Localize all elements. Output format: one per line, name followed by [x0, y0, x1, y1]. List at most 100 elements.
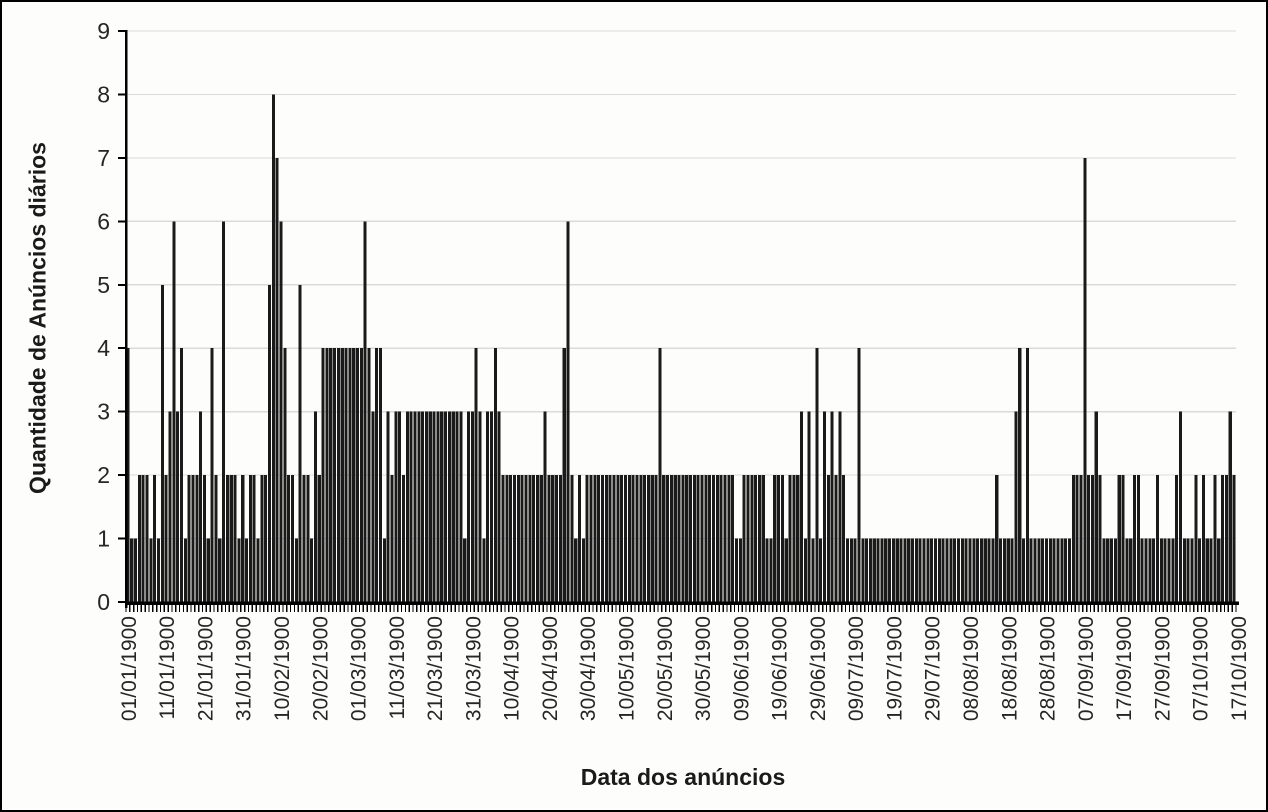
x-tick-label: 09/06/1900 [730, 616, 753, 721]
y-tick-labels: 0 1 2 3 4 5 6 7 8 9 [97, 18, 110, 615]
bar [271, 94, 275, 602]
bar [252, 475, 256, 602]
bar [1186, 538, 1190, 602]
bar [761, 475, 765, 602]
bar [1178, 411, 1183, 602]
bar [260, 475, 264, 602]
bar [1133, 475, 1137, 602]
bar [528, 475, 532, 602]
bar [926, 538, 930, 602]
bar [700, 475, 704, 602]
bar [650, 475, 654, 602]
x-tick-label: 29/06/1900 [807, 616, 830, 721]
bar [130, 538, 134, 602]
x-tick-label: 17/10/1900 [1228, 616, 1251, 721]
bar [218, 538, 222, 602]
bar [834, 475, 838, 602]
bar [646, 475, 650, 602]
bar [371, 411, 375, 602]
bar [819, 538, 823, 602]
axes [118, 30, 1239, 608]
bar [968, 538, 972, 602]
bar [918, 538, 922, 602]
bar [187, 475, 191, 602]
bar [995, 475, 999, 602]
y-tick-label: 6 [97, 208, 110, 234]
bar [294, 538, 298, 602]
x-tick-label: 30/05/1900 [692, 616, 715, 721]
bar [727, 475, 731, 602]
x-tick-label: 20/02/1900 [309, 616, 332, 721]
y-tick-label: 3 [97, 399, 110, 425]
bar [1159, 538, 1163, 602]
bar [444, 411, 448, 602]
x-tick-label: 01/01/1900 [118, 616, 141, 721]
bar [535, 475, 539, 602]
bar [413, 411, 417, 602]
bar [1171, 538, 1175, 602]
x-tick-label: 10/02/1900 [271, 616, 294, 721]
bar [1006, 538, 1010, 602]
bar [199, 411, 203, 602]
bar [1205, 538, 1209, 602]
x-tick-label: 18/08/1900 [998, 616, 1021, 721]
bar [172, 221, 176, 602]
bar [673, 475, 677, 602]
bar [838, 411, 842, 602]
bar [1129, 538, 1133, 602]
bar [937, 538, 941, 602]
bar [1140, 538, 1144, 602]
bar [654, 475, 658, 602]
bar [195, 475, 199, 602]
bar [1087, 475, 1091, 602]
bar [532, 475, 536, 602]
bar [1110, 538, 1114, 602]
bar [589, 475, 593, 602]
bar [470, 411, 474, 602]
bar [489, 411, 494, 602]
x-axis-day-ticks [125, 605, 1237, 612]
y-tick-label: 0 [97, 589, 110, 615]
x-tick-label: 07/10/1900 [1190, 616, 1213, 721]
x-tick-label: 19/07/1900 [883, 616, 906, 721]
bar [616, 475, 620, 602]
bar [830, 411, 834, 602]
bar [333, 348, 337, 602]
x-tick-label: 27/09/1900 [1151, 616, 1174, 721]
bar [857, 348, 861, 602]
bar [608, 475, 612, 602]
bar [467, 411, 471, 602]
bar [421, 411, 425, 602]
bar [1201, 475, 1205, 602]
bar [1067, 538, 1072, 602]
bar [497, 411, 501, 602]
bar [635, 475, 639, 602]
bar [336, 348, 340, 602]
x-tick-label: 31/01/1900 [233, 616, 256, 721]
bar [1221, 475, 1225, 602]
bar [585, 475, 589, 602]
gridlines [126, 30, 1236, 540]
bar [1044, 538, 1049, 602]
x-tick-label: 01/03/1900 [348, 616, 371, 721]
y-tick-label: 7 [97, 145, 110, 171]
bar [1048, 538, 1052, 602]
bar [405, 411, 409, 602]
bar [156, 538, 161, 602]
bar [1002, 538, 1006, 602]
bar [344, 348, 348, 602]
bar [922, 538, 926, 602]
y-tick-label: 2 [97, 462, 110, 488]
bar [750, 475, 754, 602]
bar [949, 538, 953, 602]
bar [191, 475, 195, 602]
bar [1022, 538, 1026, 602]
x-tick-labels: 01/01/1900 11/01/1900 21/01/1900 31/01/1900… [118, 616, 1251, 721]
bar [222, 221, 226, 602]
bar [1025, 348, 1029, 602]
bar [696, 475, 700, 602]
bar [746, 475, 750, 602]
bar [639, 475, 643, 602]
bar [979, 538, 983, 602]
bar [501, 475, 505, 602]
